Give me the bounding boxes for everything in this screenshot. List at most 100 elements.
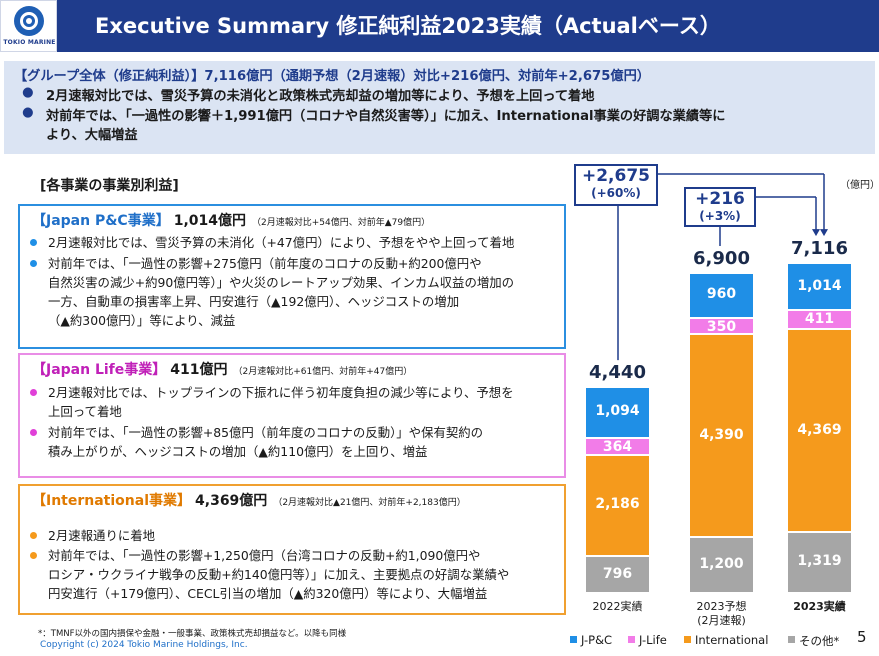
bar-value-label: 960: [706, 286, 737, 303]
bullet-icon: ●: [22, 85, 34, 100]
bullet-icon: ●: [22, 105, 34, 120]
copyright: Copyright (c) 2024 Tokio Marine Holdings…: [40, 640, 248, 650]
logo-emblem-icon: [14, 6, 44, 36]
item-line: 対前年では、「一過性の影響+85億円（前年度のコロナの反動）」や保有契約の: [48, 425, 484, 440]
category-label-line: 2022実績: [592, 600, 643, 613]
segment-value: 411億円: [170, 362, 228, 378]
bar-value-label: 1,014: [797, 277, 842, 294]
legend-label: J-Life: [639, 633, 667, 647]
bar-segment: 364: [586, 438, 649, 455]
segment-subnote: （2月速報対比▲21億円、対前年+2,183億円）: [273, 498, 466, 508]
bar-segment: 350: [690, 318, 753, 335]
change-arrows: [617, 173, 828, 361]
summary-bullet-text: 対前年では、「一過性の影響＋1,991億円（コロナや自然災害等）」に加え、Int…: [46, 109, 726, 124]
category-label: 2022実績: [566, 600, 669, 614]
bar-value-label: 364: [602, 438, 633, 455]
segment-box-japan-life: 【Japan Life事業】 411億円 （2月速報対比+61億円、対前年+47億円…: [18, 353, 566, 478]
bar-value-label: 4,390: [699, 426, 744, 443]
segments-title: [各事業の事業別利益]: [40, 178, 179, 194]
bullet-icon: [30, 260, 37, 267]
item-line: 2月速報通りに着地: [48, 528, 156, 543]
arrow-head-icon: [820, 229, 828, 237]
legend-label: その他*: [799, 634, 840, 648]
bullet-icon: [30, 389, 37, 396]
bar-total-label: 7,116: [791, 238, 848, 260]
segment-name: 【Japan Life事業】: [32, 362, 167, 378]
category-label-line: 2023実績: [793, 600, 846, 613]
bar-segment: 2,186: [586, 455, 649, 556]
bar-segment: 1,014: [788, 264, 851, 310]
bar-total-label: 6,900: [693, 248, 750, 270]
bar-value-label: 1,094: [595, 403, 640, 420]
category-label: 2023予想 (2月速報): [670, 600, 773, 628]
item-line: ロシア・ウクライナ戦争の反動+約140億円等）」に加え、主要拠点の好調な業績や: [48, 567, 510, 582]
summary-bullet-text: 2月速報対比では、雪災予算の未消化と政策株式売却益の増加等により、予想を上回って…: [46, 89, 595, 104]
bar-segment: 4,390: [690, 334, 753, 537]
segment-name: 【International事業】: [32, 493, 192, 509]
bullet-icon: [30, 532, 37, 539]
segment-subnote: （2月速報対比+54億円、対前年▲79億円）: [252, 218, 431, 228]
change-annotation-box: +2,675 (+60%): [574, 164, 658, 206]
bar-total-label: 4,440: [589, 362, 646, 384]
bar-value-label: 796: [602, 565, 633, 582]
company-logo: TOKIO MARINE: [0, 0, 57, 52]
bar-value-label: 350: [706, 318, 737, 335]
bullet-icon: [30, 552, 37, 559]
segment-heading: 【Japan Life事業】 411億円 （2月速報対比+61億円、対前年+47億円…: [32, 359, 412, 379]
segment-value: 4,369億円: [195, 493, 268, 509]
legend-swatch: [628, 636, 635, 643]
unit-label: （億円）: [840, 180, 879, 191]
item-line: 2月速報対比では、雪災予算の未消化（+47億円）により、予想をやや上回って着地: [48, 235, 515, 250]
item-line: 自然災害の減少+約90億円等）」や火災のレートアップ効果、インカム収益の増加の: [48, 275, 515, 290]
legend-swatch: [570, 636, 577, 643]
category-label-line: (2月速報): [697, 614, 746, 627]
category-label-line: 2023予想: [696, 600, 747, 613]
summary-panel: 【グループ全体（修正純利益）】7,116億円（通期予想（2月速報）対比+216億…: [4, 61, 875, 154]
bar-segment: 960: [690, 274, 753, 317]
change-value: +2,675: [581, 166, 651, 186]
slide-title: Executive Summary 修正純利益2023実績（Actualベース）: [95, 14, 721, 38]
bullet-icon: [30, 239, 37, 246]
item-line: 上回って着地: [48, 404, 122, 419]
legend-label: J-P&C: [581, 633, 613, 647]
item-line: 円安進行（+179億円）、CECL引当の増加（▲約320億円）等により、大幅増益: [48, 586, 488, 601]
bar-segment: 1,094: [586, 388, 649, 437]
segment-value: 1,014億円: [173, 213, 247, 229]
arrow-head-icon: [812, 229, 820, 237]
bar-value-label: 411: [804, 311, 835, 328]
bar-value-label: 4,369: [797, 421, 842, 438]
segment-heading: 【International事業】 4,369億円 （2月速報対比▲21億円、対前年…: [32, 490, 466, 510]
segment-box-international: 【International事業】 4,369億円 （2月速報対比▲21億円、対前年…: [18, 484, 566, 615]
item-line: 一方、自動車の損害率上昇、円安進行（▲192億円）、ヘッジコストの増加: [48, 294, 460, 309]
segment-box-japan-pc: 【Japan P&C事業】 1,014億円 （2月速報対比+54億円、対前年▲79億…: [18, 204, 566, 349]
bullet-icon: [30, 429, 37, 436]
item-line: 対前年では、「一過性の影響+1,250億円（台湾コロナの反動+約1,090億円や: [48, 548, 481, 563]
profit-stacked-bar-chart: （億円） J-P&C J-Life International その他* 796 2,1…: [566, 150, 879, 655]
bar-segment: 1,319: [788, 532, 851, 592]
bar-value-label: 1,319: [797, 553, 842, 570]
bar-segment: 796: [586, 557, 649, 592]
bar-segment: 411: [788, 311, 851, 329]
bar-value-label: 1,200: [699, 556, 744, 573]
header-bar: TOKIO MARINE Executive Summary 修正純利益2023…: [0, 0, 879, 52]
item-line: 2月速報対比では、トップラインの下振れに伴う初年度負担の減少等により、予想を: [48, 385, 514, 400]
change-annotation-box: +216 (+3%): [684, 187, 756, 227]
legend-swatch: [684, 636, 691, 643]
footnote: *：TMNF以外の国内損保や金融・一般事業、政策株式売却損益など。以降も同様: [38, 629, 347, 639]
segment-subnote: （2月速報対比+61億円、対前年+47億円）: [233, 367, 413, 377]
bar-value-label: 2,186: [595, 496, 640, 513]
legend-swatch: [788, 636, 795, 643]
bar-segment: 4,369: [788, 330, 851, 531]
page-number: 5: [857, 628, 867, 646]
item-line: 対前年では、「一過性の影響+275億円（前年度のコロナの反動+約200億円や: [48, 256, 482, 271]
item-line: （▲約300億円）」等により、減益: [48, 313, 236, 328]
item-line: 積み上がりが、ヘッジコストの増加（▲約110億円）を上回り、増益: [48, 444, 428, 459]
change-value: +216: [695, 189, 745, 209]
category-label: 2023実績: [768, 600, 871, 614]
change-percent: (+3%): [699, 209, 741, 223]
change-percent: (+60%): [591, 186, 641, 200]
chart-legend: J-P&C J-Life International その他*: [566, 633, 879, 649]
bar-segment: 1,200: [690, 538, 753, 592]
summary-bullet-text: より、大幅増益: [46, 128, 138, 143]
logo-text: TOKIO MARINE: [3, 39, 56, 46]
